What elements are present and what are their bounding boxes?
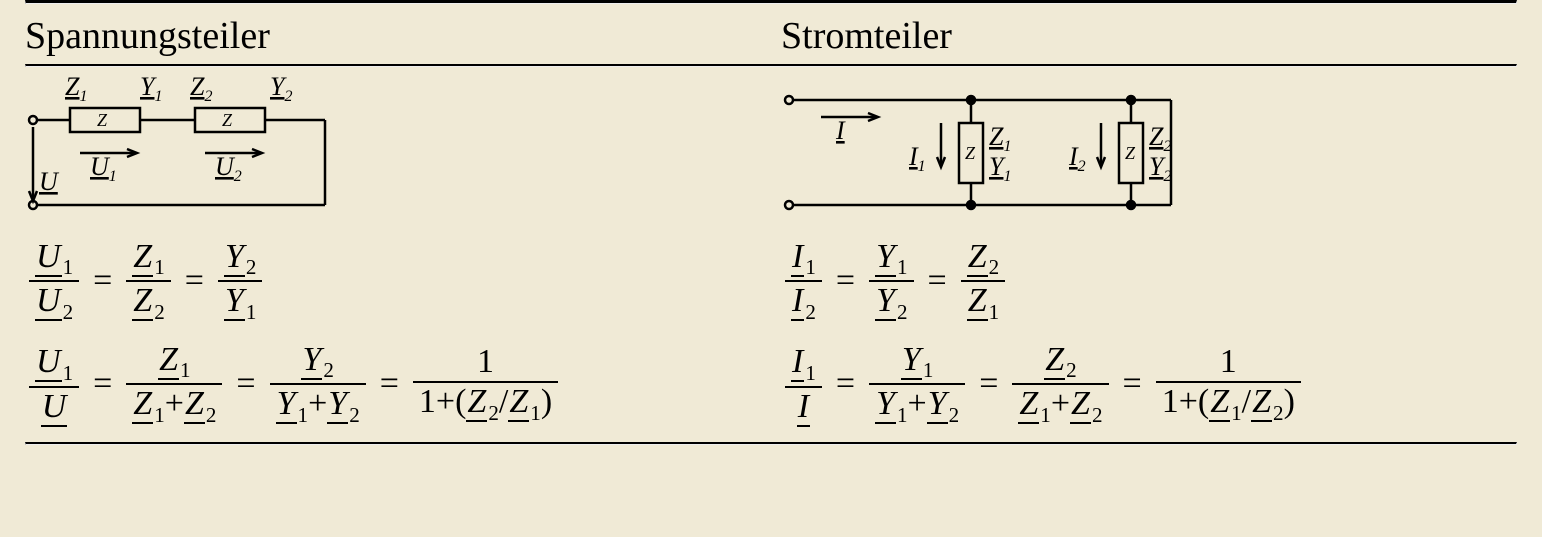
svg-text:I1: I1 — [908, 142, 926, 175]
left-equation-1: U1 U2 = Z1 Z2 = Y2 Y1 — [25, 230, 741, 333]
svg-text:Y1: Y1 — [140, 75, 162, 105]
svg-text:Z: Z — [965, 143, 976, 163]
svg-text:U2: U2 — [215, 152, 242, 185]
svg-text:U: U — [39, 167, 60, 196]
content-row: Z1 Y1 Z2 Y2 Z Z — [25, 67, 1517, 436]
right-equation-1: I1 I2 = Y1 Y2 = Z2 Z1 — [781, 230, 1517, 333]
svg-text:Y2: Y2 — [270, 75, 292, 105]
svg-text:Z1: Z1 — [65, 75, 87, 105]
series-circuit-diagram: Z1 Y1 Z2 Y2 Z Z — [25, 67, 741, 230]
heading-left: Spannungsteiler — [25, 4, 741, 64]
frac: U1 U2 — [29, 238, 79, 325]
parallel-circuit-diagram: I Z Z — [781, 67, 1517, 230]
svg-text:Z: Z — [222, 110, 233, 130]
svg-text:Z: Z — [1125, 143, 1136, 163]
heading-row: Spannungsteiler Stromteiler — [25, 4, 1517, 64]
right-equation-2: I1 I = Y1 Y1+Y2 = Z2 Z1+Z2 — [781, 333, 1517, 436]
svg-text:Z: Z — [97, 110, 108, 130]
svg-text:Z1: Z1 — [989, 122, 1011, 155]
right-column: I Z Z — [771, 67, 1517, 436]
page: Spannungsteiler Stromteiler Z1 Y1 Z2 Y2 — [0, 0, 1542, 537]
svg-text:Z2: Z2 — [1149, 122, 1171, 155]
svg-text:Y2: Y2 — [1149, 152, 1171, 185]
svg-text:I: I — [835, 116, 846, 145]
bottom-rule — [25, 442, 1517, 445]
svg-text:I2: I2 — [1068, 142, 1086, 175]
svg-text:Z2: Z2 — [190, 75, 212, 105]
heading-right: Stromteiler — [781, 4, 1517, 64]
left-equation-2: U1 U = Z1 Z1+Z2 = Y2 Y1+Y2 — [25, 333, 741, 436]
svg-text:U1: U1 — [90, 152, 117, 185]
left-column: Z1 Y1 Z2 Y2 Z Z — [25, 67, 771, 436]
svg-text:Y1: Y1 — [989, 152, 1011, 185]
